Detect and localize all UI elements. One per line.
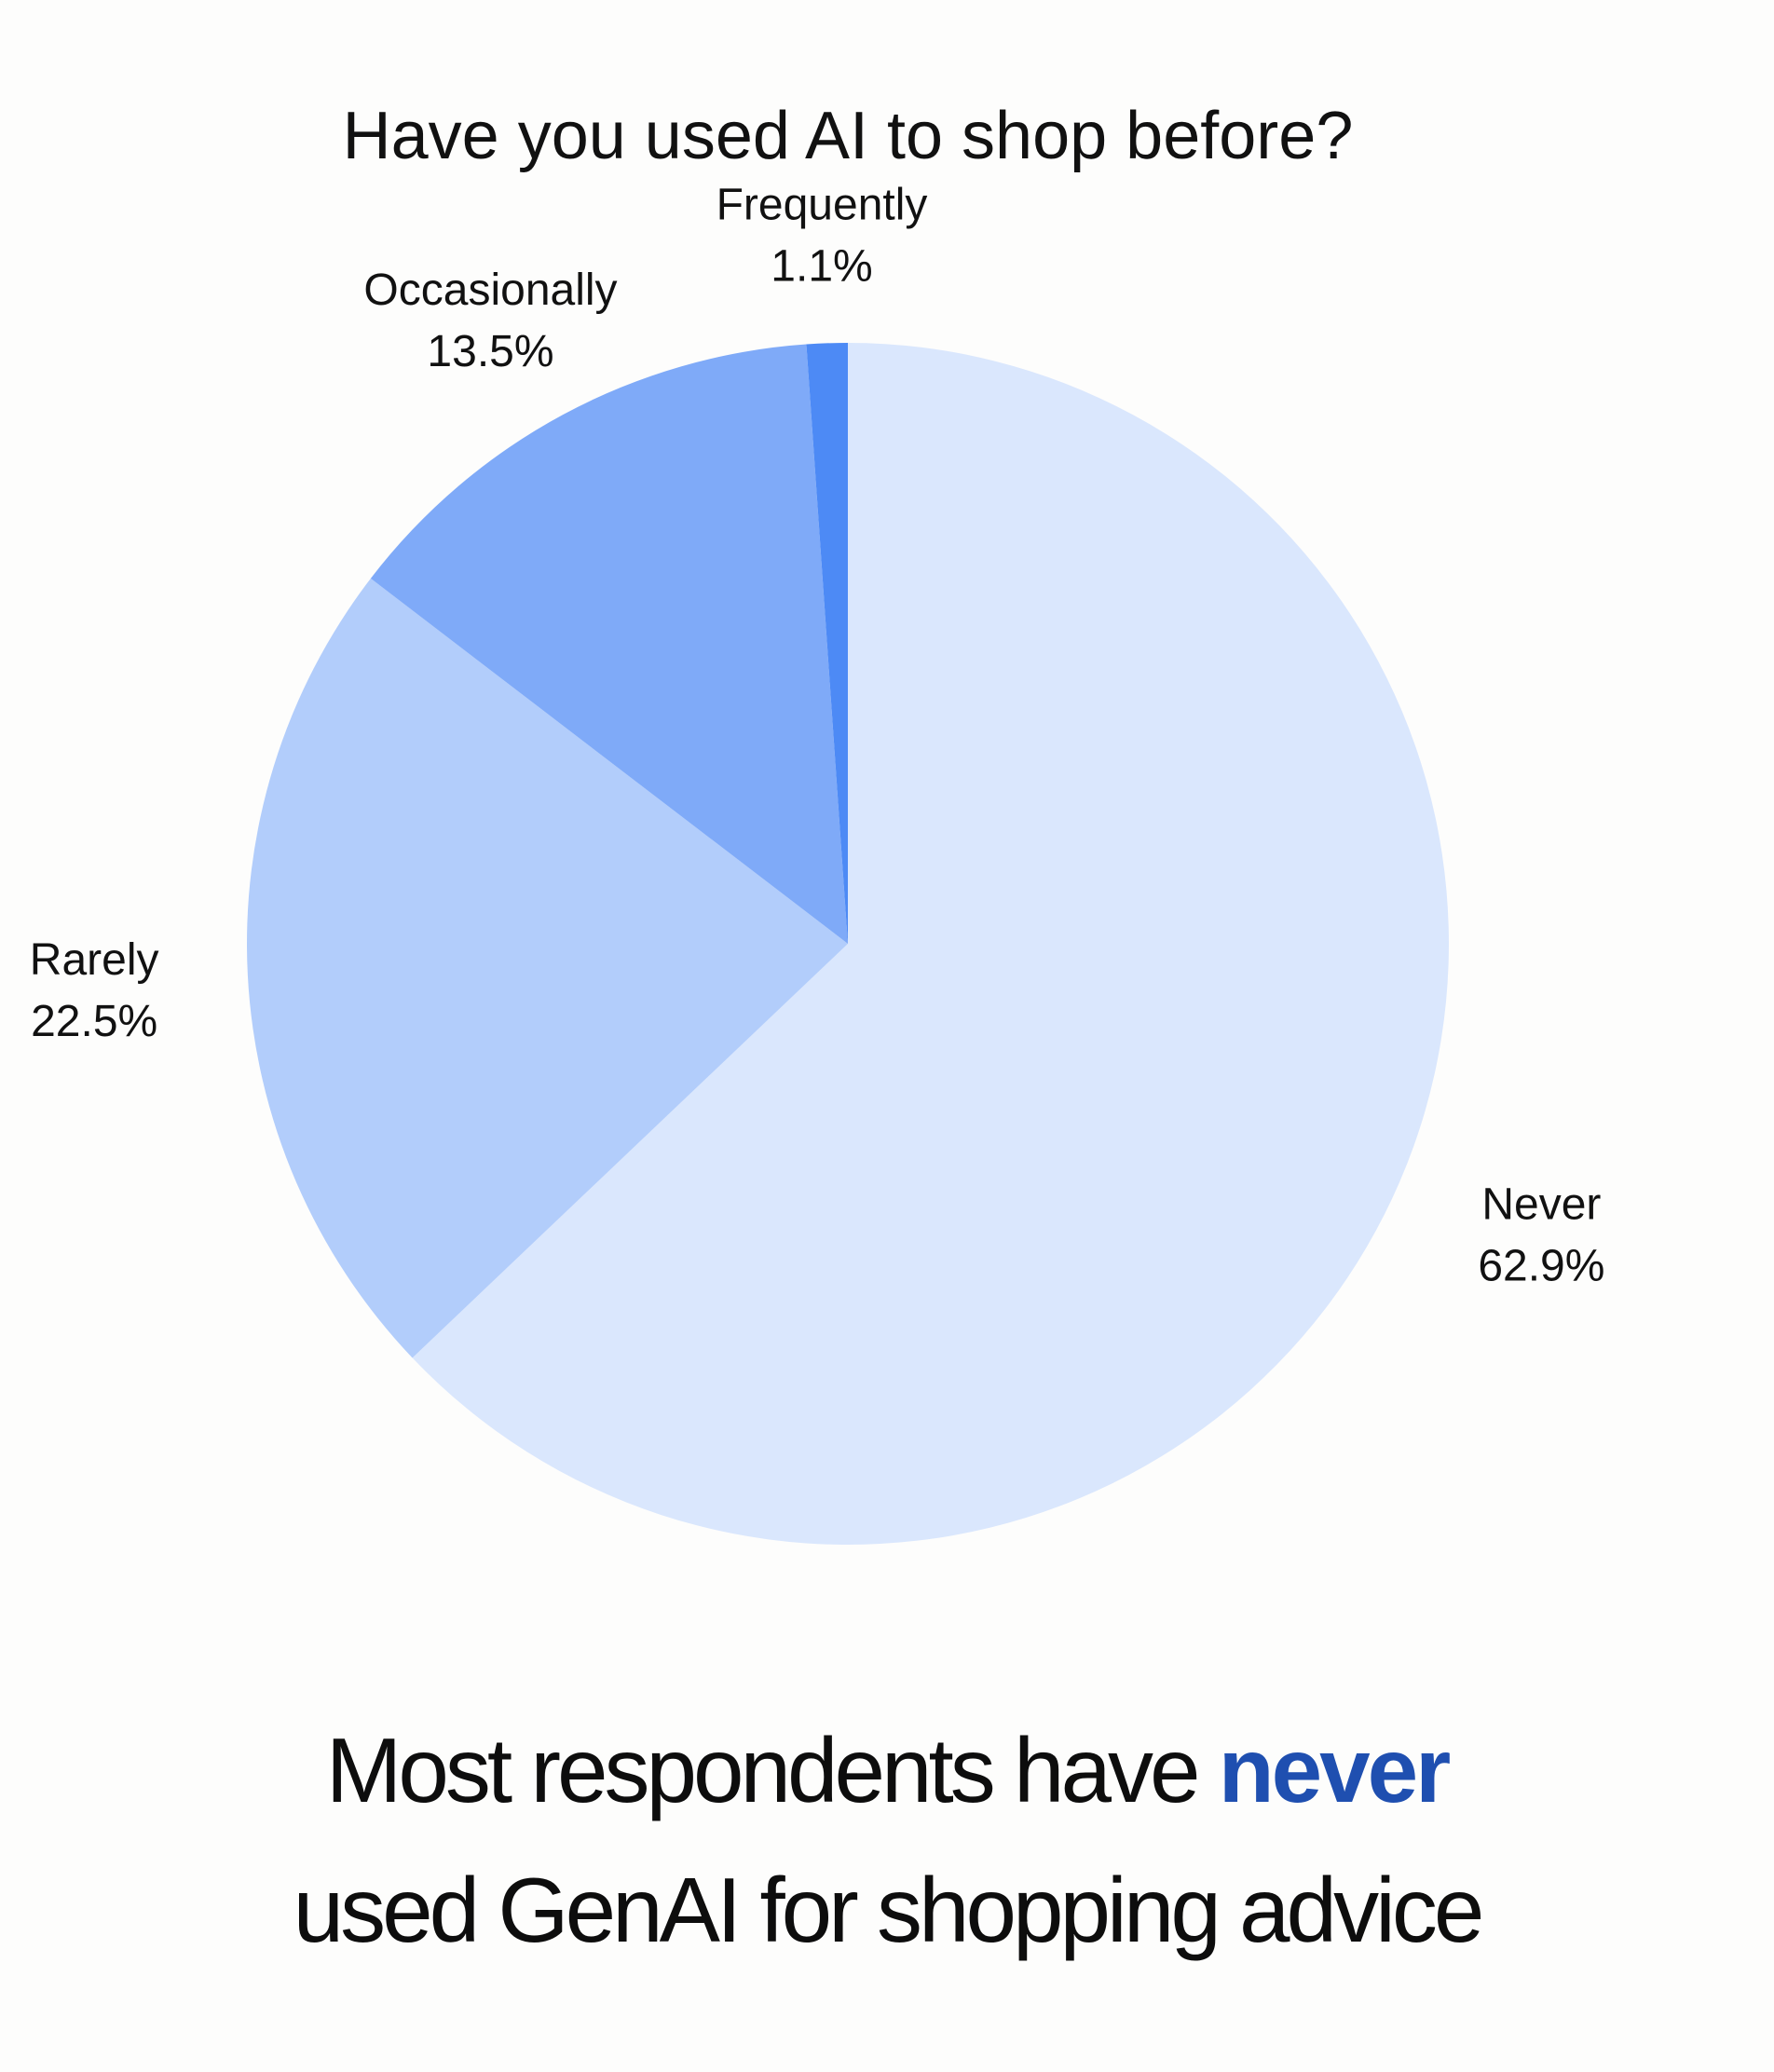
- slice-label-rarely: Rarely: [30, 935, 159, 985]
- pie-slice-frequently: [806, 343, 848, 944]
- pie-slice-never: [412, 343, 1449, 1545]
- slice-value-occasionally: 13.5%: [427, 327, 553, 376]
- slice-label-occasionally: Occasionally: [363, 266, 617, 315]
- caption-line-1-text: Most respondents have: [325, 1719, 1219, 1821]
- slice-label-never: Never: [1481, 1180, 1601, 1230]
- slice-value-never: 62.9%: [1478, 1242, 1604, 1291]
- slice-value-frequently: 1.1%: [771, 241, 872, 291]
- chart-title: Have you used AI to shop before?: [343, 99, 1354, 173]
- caption: Most respondents have never used GenAI f…: [0, 1700, 1774, 1980]
- pie-slice-occasionally: [370, 344, 848, 945]
- slice-value-rarely: 22.5%: [31, 997, 157, 1046]
- caption-line-1: Most respondents have never: [0, 1700, 1774, 1840]
- slice-label-frequently: Frequently: [716, 180, 928, 229]
- caption-line-2: used GenAI for shopping advice: [293, 1859, 1485, 1961]
- pie-slice-rarely: [246, 578, 848, 1358]
- caption-highlight: never: [1218, 1719, 1452, 1821]
